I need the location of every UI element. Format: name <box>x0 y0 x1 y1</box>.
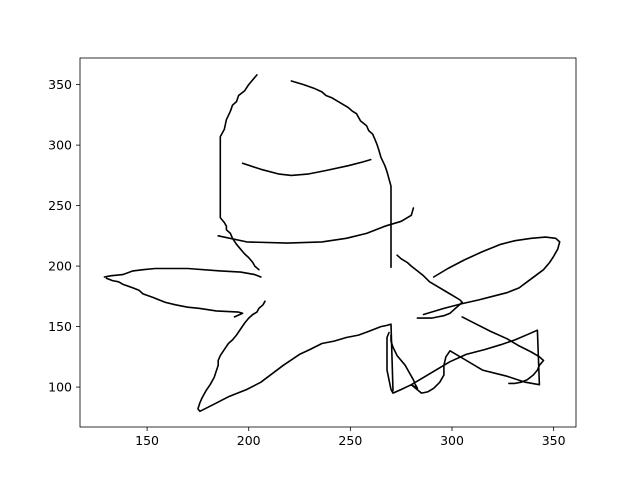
series-line-10 <box>416 301 464 319</box>
series-line-11 <box>422 236 561 316</box>
series-line-9 <box>396 254 464 304</box>
y-tick-label: 100 <box>48 380 72 395</box>
series-line-3 <box>241 158 372 177</box>
y-axis: 100 150 200 250 300 350 <box>48 77 80 395</box>
x-axis: 150 200 250 300 350 <box>135 427 566 448</box>
series-line-6 <box>105 277 244 318</box>
y-tick-label: 250 <box>48 198 72 213</box>
x-tick-label: 200 <box>237 433 261 448</box>
x-tick-label: 300 <box>440 433 464 448</box>
plot-frame <box>79 57 577 428</box>
series-line-12 <box>461 316 545 385</box>
series-line-5 <box>103 267 262 278</box>
series-line-8 <box>386 329 541 394</box>
series-line-4 <box>217 207 415 244</box>
series-lines <box>103 74 561 413</box>
series-line-2 <box>290 80 392 269</box>
x-tick-label: 350 <box>542 433 566 448</box>
series-line-1 <box>219 74 260 271</box>
y-tick-label: 350 <box>48 77 72 92</box>
x-tick-label: 250 <box>338 433 362 448</box>
y-tick-label: 200 <box>48 259 72 274</box>
y-tick-label: 150 <box>48 319 72 334</box>
series-line-7 <box>197 300 394 413</box>
y-tick-label: 300 <box>48 138 72 153</box>
x-tick-label: 150 <box>135 433 159 448</box>
